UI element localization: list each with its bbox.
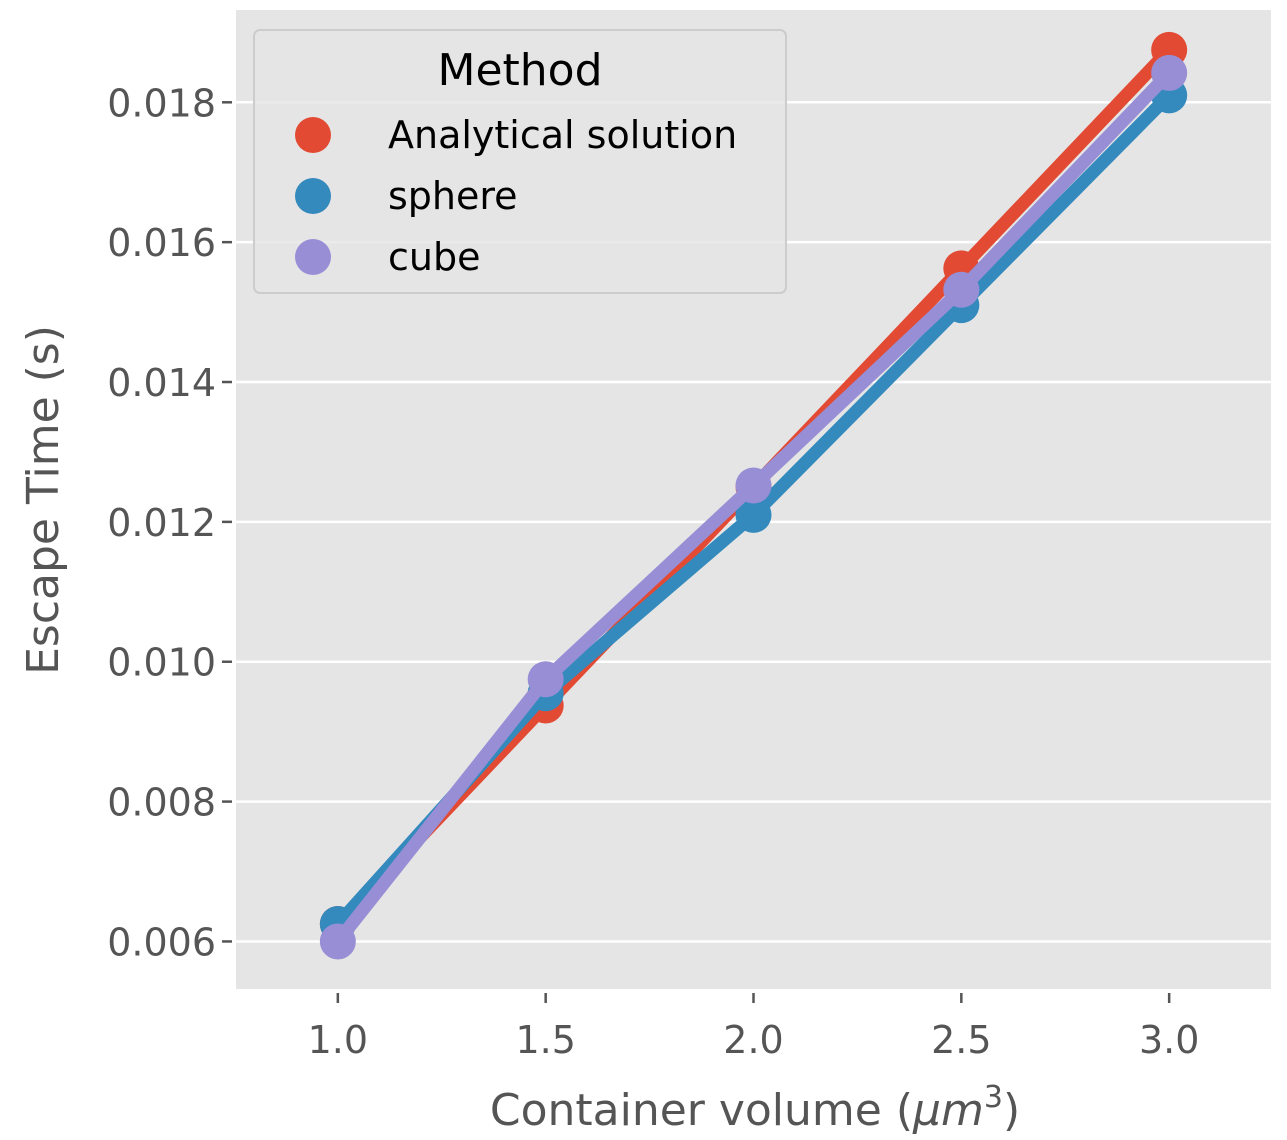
y-tick-label: 0.014 [107,361,216,405]
y-axis-label: Escape Time (s) [18,325,69,675]
x-tick-label: 2.0 [723,1018,783,1062]
legend-label: Analytical solution [388,113,737,157]
legend: Method Analytical solution sphere cube [253,29,787,294]
y-tick-label: 0.006 [107,920,216,964]
x-tick-label: 3.0 [1139,1018,1199,1062]
legend-items: Analytical solution sphere cube [295,113,737,279]
x-axis-label: Container volume (μm3) [490,1080,1020,1136]
data-point-cube [527,661,564,698]
x-axis-label-text: Container volume [490,1085,882,1136]
data-point-cube [735,467,772,504]
legend-title: Method [437,45,602,96]
y-tick-label: 0.010 [107,641,216,685]
legend-label: sphere [388,174,518,218]
x-axis-label-unit: μm [912,1085,984,1136]
legend-marker [295,117,331,153]
series-layer [319,31,1188,960]
legend-frame [253,29,787,294]
x-axis-ticks: 1.0 1.5 2.0 2.5 3.0 [308,993,1199,1062]
series-cube [319,54,1188,960]
legend-marker [295,239,331,275]
y-axis-ticks: 0.006 0.008 0.010 0.012 0.014 0.016 0.018 [107,81,232,964]
data-point-cube [943,271,980,308]
x-tick-label: 2.5 [931,1018,991,1062]
y-tick-label: 0.018 [107,81,216,125]
x-axis-label-unit-exponent: 3 [984,1080,1003,1115]
x-tick-label: 1.0 [308,1018,368,1062]
y-tick-label: 0.012 [107,501,216,545]
x-tick-label: 1.5 [515,1018,575,1062]
data-point-cube [319,923,356,960]
data-point-cube [1151,54,1188,91]
y-tick-label: 0.008 [107,781,216,825]
y-tick-label: 0.016 [107,221,216,265]
data-point-sphere [735,496,772,533]
legend-marker [295,178,331,214]
legend-label: cube [388,235,480,279]
